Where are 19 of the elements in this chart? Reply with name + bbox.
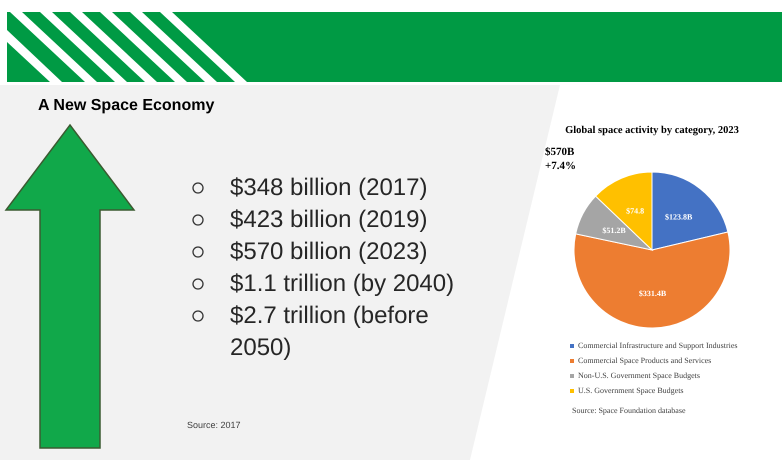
text: $348 billion (2017)	[230, 174, 428, 201]
data-label: $123.8B	[664, 212, 693, 222]
legend-label: Commercial Space Products and Services	[578, 356, 712, 365]
text: $423 billion (2019)	[230, 206, 428, 233]
text: $1.1 trillion (by 2040)	[230, 270, 454, 297]
source-note: Source: Space Foundation database	[572, 406, 686, 415]
data-label: $331.4B	[638, 288, 667, 298]
source-note: Source: 2017	[187, 420, 241, 430]
text: +7.4%	[545, 160, 576, 172]
text: $570 billion (2023)	[230, 238, 428, 265]
text: $2.7 trillion (before 2050)	[230, 302, 429, 361]
legend-label: U.S. Government Space Budgets	[578, 386, 684, 395]
legend-label: Commercial Infrastructure and Support Industries	[578, 341, 738, 350]
text: $570B	[545, 146, 575, 158]
legend-label: Non-U.S. Government Space Budgets	[578, 371, 700, 380]
chart-subtitle: Global space activity by category, 2023	[565, 125, 739, 136]
text: A New Space Economy	[38, 97, 214, 114]
data-label: $74.8	[626, 206, 644, 216]
data-label: $51.2B	[602, 226, 626, 235]
